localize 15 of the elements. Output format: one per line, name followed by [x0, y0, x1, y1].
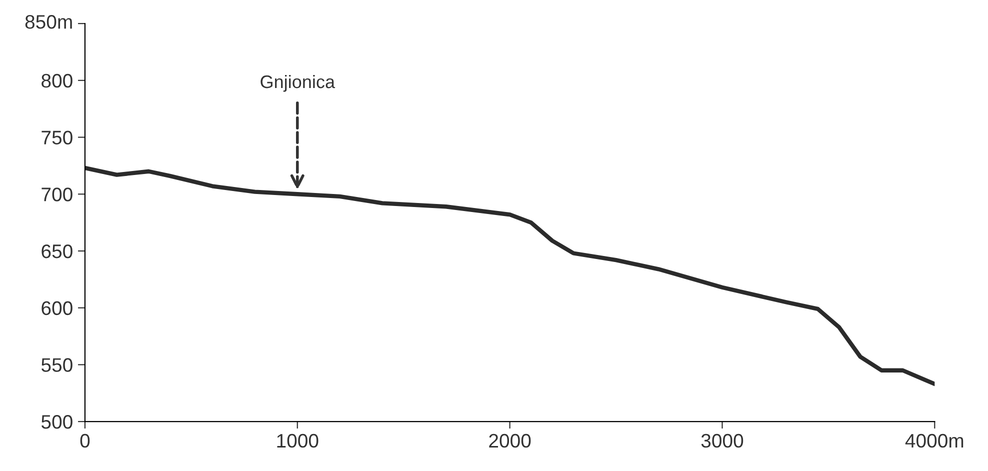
y-tick-label: 550	[42, 358, 72, 372]
x-tick-label: 1000	[277, 434, 318, 448]
y-tick-label: 700	[42, 188, 72, 202]
x-tick-label: 2000	[489, 434, 531, 448]
y-tick-label: 600	[42, 301, 72, 316]
x-tick-label: 0	[80, 434, 90, 448]
y-tick-label: 800	[42, 74, 72, 88]
y-tick-label: 650	[42, 244, 72, 258]
x-tick-label: 4000m	[905, 434, 964, 448]
line-series	[84, 166, 935, 386]
y-tick-label: 750	[42, 130, 72, 144]
y-tick-label: 850m	[25, 15, 72, 29]
y-tick-label: 500	[42, 415, 72, 429]
x-tick-label: 3000	[701, 434, 744, 448]
annotation: Gnjionica	[260, 74, 336, 92]
